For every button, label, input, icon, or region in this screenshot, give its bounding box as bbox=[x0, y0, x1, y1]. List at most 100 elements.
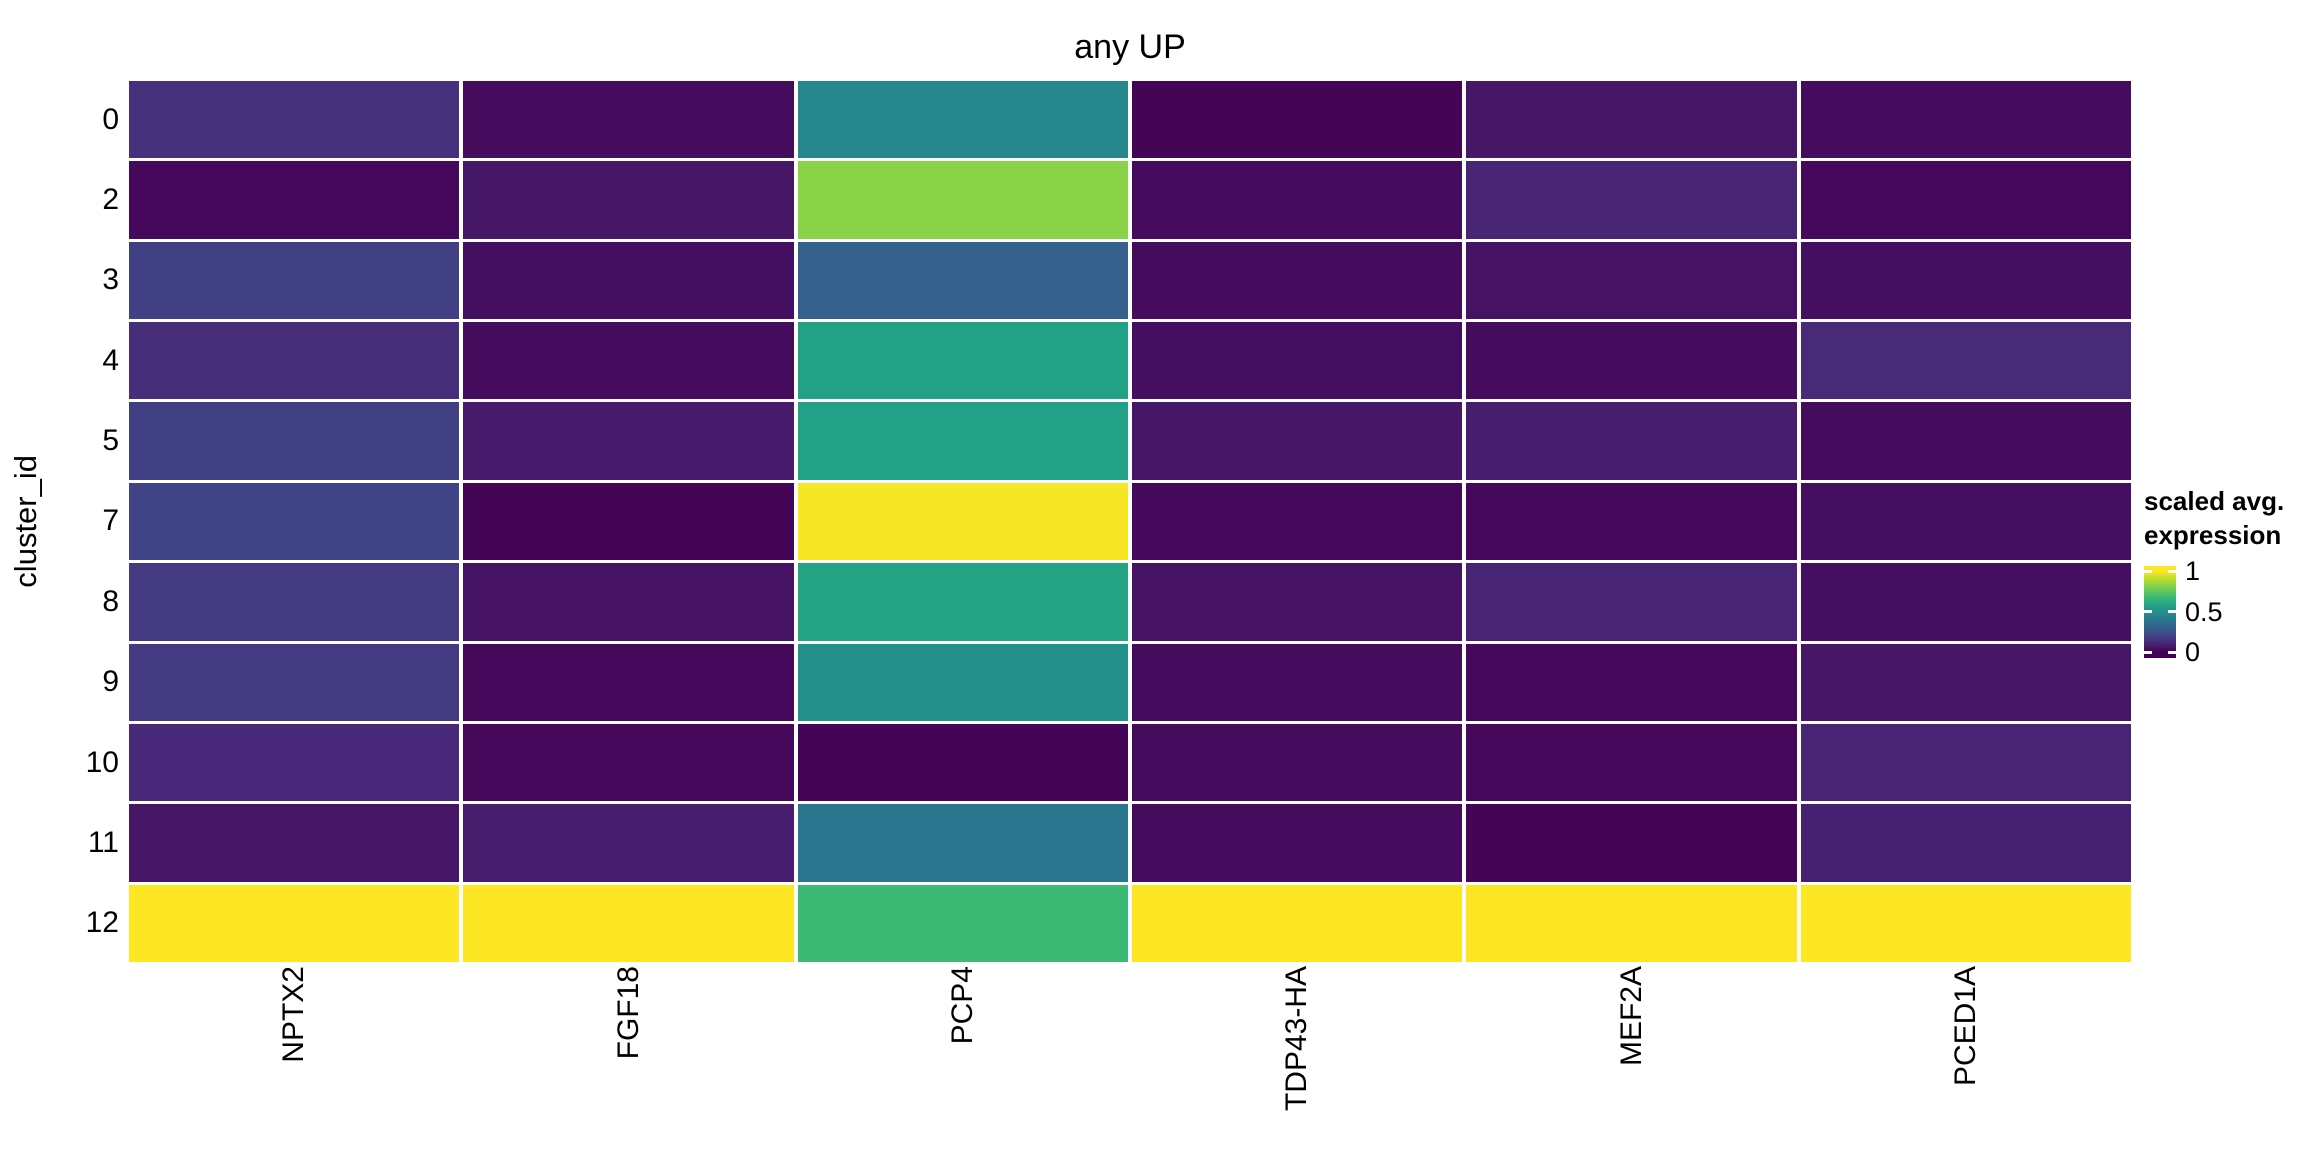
heatmap-cell bbox=[797, 161, 1128, 239]
heatmap-cell bbox=[1800, 322, 2131, 400]
heatmap-cell bbox=[1466, 161, 1797, 239]
heatmap-cell bbox=[797, 884, 1128, 962]
heatmap-cell bbox=[1466, 563, 1797, 641]
heatmap-cell bbox=[1800, 81, 2131, 159]
heatmap-cell bbox=[797, 563, 1128, 641]
legend: scaled avg. expression 1 0.5 0 bbox=[2144, 484, 2302, 666]
heatmap-cell bbox=[129, 482, 460, 561]
heatmap-cell bbox=[463, 241, 794, 320]
heatmap-cell bbox=[463, 322, 794, 400]
heatmap-cell bbox=[797, 322, 1128, 400]
y-tick-label: 3 bbox=[102, 263, 119, 297]
y-tick-label: 2 bbox=[102, 183, 119, 217]
heatmap-cell bbox=[1800, 161, 2131, 239]
heatmap-cell bbox=[129, 804, 460, 882]
heatmap-cell bbox=[797, 723, 1128, 802]
heatmap-cell bbox=[1132, 804, 1463, 882]
heatmap-cell bbox=[1132, 884, 1463, 962]
heatmap-cell bbox=[1800, 643, 2131, 721]
heatmap-cell bbox=[463, 161, 794, 239]
heatmap-cell bbox=[463, 81, 794, 159]
legend-title-line2: expression bbox=[2144, 520, 2282, 550]
heatmap-cell bbox=[129, 723, 460, 802]
heatmap-cell bbox=[797, 241, 1128, 320]
heatmap-cell bbox=[797, 643, 1128, 721]
x-tick-label-text: PCP4 bbox=[945, 966, 979, 1045]
x-tick-label: MEF2A bbox=[1610, 966, 1654, 1152]
x-tick-label: PCP4 bbox=[941, 966, 985, 1152]
heatmap-cell bbox=[1800, 563, 2131, 641]
heatmap-cell bbox=[1132, 81, 1463, 159]
heatmap-cell bbox=[1800, 723, 2131, 802]
heatmap-cell bbox=[797, 804, 1128, 882]
x-tick-label: PCED1A bbox=[1944, 966, 1988, 1152]
heatmap-cell bbox=[797, 81, 1128, 159]
heatmap-cell bbox=[1132, 482, 1463, 561]
y-tick-label: 9 bbox=[102, 665, 119, 699]
heatmap-cell bbox=[1800, 402, 2131, 480]
heatmap-cell bbox=[1800, 482, 2131, 561]
legend-tick-mark bbox=[2168, 610, 2176, 613]
heatmap-cell bbox=[1132, 643, 1463, 721]
legend-title: scaled avg. expression bbox=[2144, 484, 2302, 552]
x-tick-label-text: FGF18 bbox=[611, 966, 645, 1060]
heatmap-cell bbox=[1132, 723, 1463, 802]
legend-tick-mark bbox=[2168, 650, 2176, 654]
x-tick-label: TDP43-HA bbox=[1275, 966, 1319, 1152]
heatmap-cell bbox=[129, 81, 460, 159]
heatmap-cell bbox=[1466, 643, 1797, 721]
heatmap-cell bbox=[1466, 402, 1797, 480]
heatmap-cell bbox=[463, 402, 794, 480]
y-tick-label: 4 bbox=[102, 343, 119, 377]
y-tick-label: 11 bbox=[87, 825, 119, 859]
heatmap-cell bbox=[1800, 804, 2131, 882]
heatmap-cell bbox=[129, 402, 460, 480]
heatmap-cell bbox=[1466, 241, 1797, 320]
heatmap-cell bbox=[1466, 804, 1797, 882]
y-tick-label: 8 bbox=[102, 584, 119, 618]
x-tick-label-text: NPTX2 bbox=[277, 966, 311, 1063]
heatmap-cell bbox=[1466, 482, 1797, 561]
heatmap-cell bbox=[129, 884, 460, 962]
legend-tick-label: 0 bbox=[2185, 637, 2201, 667]
heatmap-cell bbox=[463, 563, 794, 641]
x-tick-label-text: MEF2A bbox=[1614, 966, 1648, 1067]
heatmap-cell bbox=[1800, 241, 2131, 320]
heatmap-cell bbox=[463, 723, 794, 802]
heatmap-cell bbox=[463, 643, 794, 721]
heatmap-cell bbox=[1132, 402, 1463, 480]
y-tick-label: 10 bbox=[85, 745, 119, 779]
y-tick-label: 12 bbox=[85, 906, 119, 940]
y-tick-label: 5 bbox=[102, 424, 119, 458]
legend-tick-mark bbox=[2168, 569, 2176, 573]
heatmap-cell bbox=[1132, 563, 1463, 641]
y-tick-label: 7 bbox=[102, 504, 119, 538]
legend-tick-mark bbox=[2144, 569, 2152, 573]
heatmap-cell bbox=[1466, 884, 1797, 962]
heatmap-cell bbox=[129, 161, 460, 239]
heatmap-grid bbox=[129, 81, 2131, 962]
legend-title-line1: scaled avg. bbox=[2144, 486, 2285, 516]
x-tick-label: NPTX2 bbox=[272, 966, 316, 1152]
x-tick-label-text: PCED1A bbox=[1948, 966, 1982, 1087]
legend-tick-label: 1 bbox=[2185, 556, 2201, 586]
legend-colorbar-area: 1 0.5 0 bbox=[2144, 557, 2302, 667]
heatmap-cell bbox=[463, 482, 794, 561]
legend-tick-label: 0.5 bbox=[2185, 596, 2223, 627]
x-tick-label-text: TDP43-HA bbox=[1280, 966, 1314, 1112]
heatmap-cell bbox=[1466, 723, 1797, 802]
legend-tick-mark bbox=[2144, 650, 2152, 654]
heatmap-cell bbox=[1132, 322, 1463, 400]
heatmap-cell bbox=[463, 884, 794, 962]
heatmap-cell bbox=[129, 563, 460, 641]
heatmap-cell bbox=[129, 241, 460, 320]
plot-title: any UP bbox=[1074, 28, 1186, 66]
heatmap-cell bbox=[1466, 81, 1797, 159]
heatmap-cell bbox=[463, 804, 794, 882]
heatmap-cell bbox=[1466, 322, 1797, 400]
x-tick-label: FGF18 bbox=[607, 966, 651, 1152]
heatmap-cell bbox=[797, 402, 1128, 480]
heatmap-cell bbox=[129, 322, 460, 400]
heatmap-cell bbox=[1132, 241, 1463, 320]
